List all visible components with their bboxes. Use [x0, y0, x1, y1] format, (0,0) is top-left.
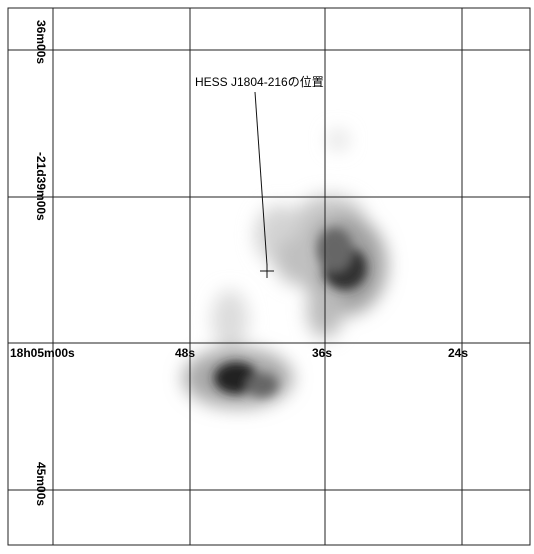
- dec-label: -21d39m00s: [34, 152, 48, 221]
- ra-label: 48s: [175, 346, 195, 360]
- leader-line: [254, 91, 268, 266]
- ra-label: 18h05m00s: [10, 346, 75, 360]
- dec-label: 45m00s: [34, 462, 48, 506]
- ra-label: 36s: [312, 346, 332, 360]
- emission: [183, 130, 387, 408]
- position-marker: [260, 264, 274, 278]
- frame: [7, 7, 531, 546]
- dec-label: 36m00s: [34, 20, 48, 64]
- annotation: HESS J1804-216の位置: [195, 74, 324, 89]
- grid: [8, 8, 530, 545]
- ra-label: 24s: [448, 346, 468, 360]
